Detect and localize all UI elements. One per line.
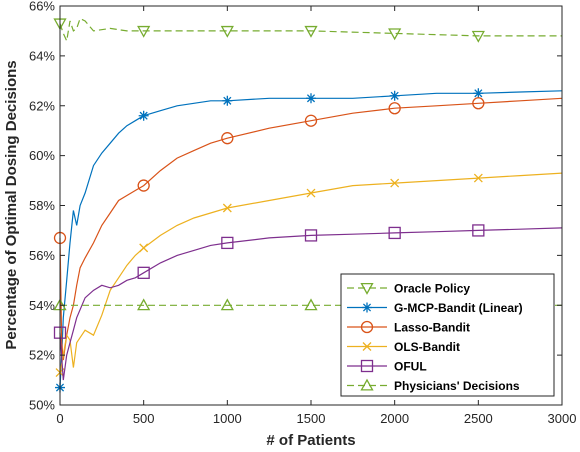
legend-marker-1 <box>362 302 372 313</box>
legend: Oracle Policy G-MCP-Bandit (Linear) Lasso-… <box>340 273 555 397</box>
series-3-marker <box>306 188 316 198</box>
series-4-marker <box>221 236 234 250</box>
legend-label-5: Physicians' Decisions <box>394 379 520 393</box>
y-tick-label: 62% <box>29 98 55 113</box>
series-0-marker <box>304 25 318 38</box>
x-axis-title: # of Patients <box>266 432 355 449</box>
y-tick-label: 54% <box>29 298 55 313</box>
series-4-marker <box>472 224 485 237</box>
legend-marker-5 <box>360 378 374 391</box>
series-0-marker <box>220 25 234 38</box>
series-2-marker <box>221 132 234 145</box>
series-3-marker <box>473 173 483 183</box>
y-tick-label: 64% <box>29 48 55 63</box>
y-tick-label: 52% <box>29 348 55 363</box>
series-1-marker <box>473 88 484 99</box>
series-2-marker <box>304 114 318 127</box>
y-tick-label: 50% <box>29 398 55 413</box>
series-line-0 <box>59 17 562 43</box>
x-tick-label: 2000 <box>380 411 409 426</box>
series-5-marker <box>304 298 318 311</box>
legend-label-3: OLS-Bandit <box>394 340 460 354</box>
y-tick-label: 58% <box>29 198 55 213</box>
legend-label-0: Oracle Policy <box>394 282 470 296</box>
series-2-marker <box>388 102 401 115</box>
series-line-4 <box>59 227 563 381</box>
legend-label-4: OFUL <box>394 360 427 374</box>
series-0-marker <box>137 25 151 38</box>
series-5-marker <box>220 298 234 311</box>
series-4-marker <box>137 266 150 279</box>
series-3-marker <box>390 178 400 188</box>
legend-label-2: Lasso-Bandit <box>394 321 470 335</box>
legend-marker-3 <box>362 342 372 351</box>
series-1-marker <box>306 93 316 104</box>
legend-marker-4 <box>360 359 374 373</box>
x-tick-label: 1000 <box>213 411 242 426</box>
series-4-marker <box>388 226 401 240</box>
tick-layer: 0 500 1000 1500 2000 2500 3000 50% 52% 54% 56% 58% 6… <box>29 0 576 426</box>
x-tick-label: 1500 <box>297 411 326 426</box>
series-0-marker <box>388 28 402 41</box>
series-1-marker <box>389 90 400 101</box>
series-4-marker <box>304 229 318 242</box>
series-line-2 <box>59 97 563 361</box>
legend-label-1: G-MCP-Bandit (Linear) <box>394 301 523 315</box>
legend-box <box>340 273 555 397</box>
y-tick-label: 60% <box>29 148 55 163</box>
series-0-marker <box>471 30 485 43</box>
y-tick-label: 56% <box>29 248 55 263</box>
series-line-1 <box>59 90 563 388</box>
x-tick-label: 500 <box>133 411 155 426</box>
series-2-marker <box>137 179 150 192</box>
x-tick-label: 0 <box>56 411 63 426</box>
series-1-marker <box>138 110 149 121</box>
series-3-marker <box>139 243 149 253</box>
y-axis-title: Percentage of Optimal Dosing Decisions <box>3 60 20 349</box>
series-2-marker <box>472 97 485 110</box>
series-5-marker <box>137 298 151 311</box>
series-1-marker <box>222 95 233 106</box>
legend-marker-2 <box>360 320 374 334</box>
legend-marker-0 <box>360 282 374 295</box>
x-tick-label: 3000 <box>548 411 577 426</box>
y-tick-label: 66% <box>29 0 55 14</box>
series-3-marker <box>222 203 232 213</box>
x-tick-label: 2500 <box>464 411 493 426</box>
